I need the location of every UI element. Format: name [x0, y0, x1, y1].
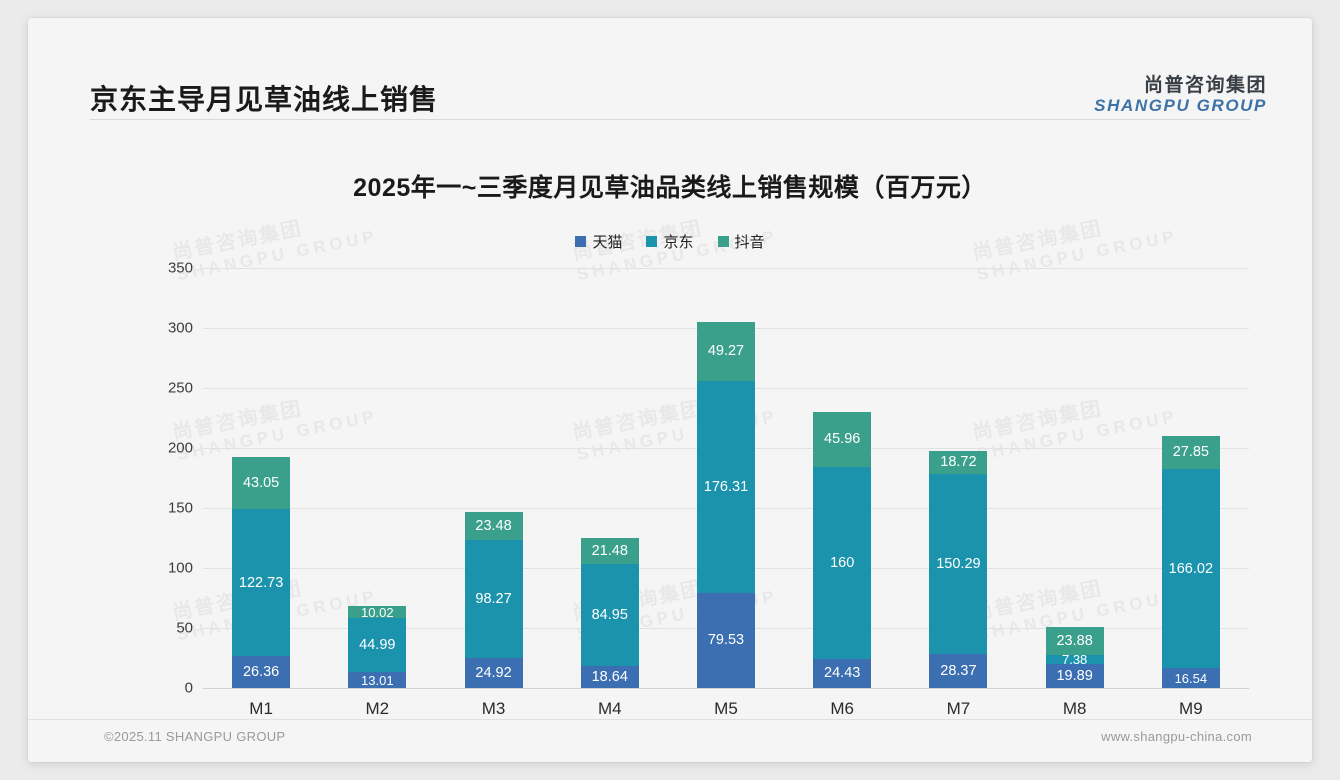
bar-segment-jd[interactable]: 98.27	[464, 540, 523, 659]
bar-column[interactable]: 23.88 7.38 19.89	[1020, 268, 1130, 688]
y-axis-tick-label: 350	[167, 259, 193, 277]
bar-segment-douyin[interactable]: 45.96	[813, 411, 872, 467]
legend-label: 京东	[663, 234, 694, 251]
x-axis-tick-label: M7	[946, 699, 971, 718]
gridline	[203, 268, 1249, 269]
legend-swatch-icon	[717, 236, 729, 247]
chart-title: 2025年一~三季度月见草油品类线上销售规模（百万元）	[353, 174, 987, 202]
page-title: 京东主导月见草油线上销售	[90, 84, 439, 115]
y-axis-tick-label: 100	[167, 559, 193, 577]
x-axis-tick-label: M6	[830, 699, 855, 718]
brand-logo-cn: 尚普咨询集团	[1143, 75, 1267, 96]
slide-header: 京东主导月见草油线上销售 尚普咨询集团 SHANGPU GROUP	[28, 18, 1312, 120]
bar-segment-jd[interactable]: 44.99	[348, 618, 407, 673]
x-axis-tick-label: M2	[365, 699, 390, 718]
bar-segment-douyin[interactable]: 18.72	[929, 451, 988, 474]
legend-item-douyin[interactable]: 抖音	[717, 231, 765, 252]
brand-logo-en: SHANGPU GROUP	[1094, 95, 1267, 115]
bar-stack: 45.96 160 24.43	[813, 411, 872, 688]
bar-segment-tmall[interactable]: 24.92	[464, 658, 523, 688]
chart-legend: 天猫 京东 抖音	[28, 231, 1312, 252]
gridline	[203, 688, 1249, 689]
footer-website: www.shangpu-china.com	[1101, 729, 1252, 744]
y-axis-tick-label: 250	[167, 379, 193, 397]
x-axis-tick-label: M9	[1179, 699, 1203, 718]
bar-column[interactable]: 27.85 166.02 16.54	[1136, 268, 1246, 688]
bar-segment-douyin[interactable]: 10.02	[348, 605, 407, 620]
bar-segment-tmall[interactable]: 24.43	[813, 658, 872, 688]
legend-swatch-icon	[646, 236, 658, 247]
bar-stack: 49.27 176.31 79.53	[696, 321, 755, 688]
footer-divider	[28, 719, 1312, 720]
bar-segment-tmall[interactable]: 79.53	[696, 592, 755, 688]
bar-stack: 43.05 122.73 26.36	[232, 457, 291, 688]
bar-segment-jd[interactable]: 166.02	[1161, 468, 1220, 669]
bar-segment-tmall[interactable]: 16.54	[1161, 668, 1220, 688]
bar-segment-jd[interactable]: 160	[813, 466, 872, 659]
bar-stack: 21.48 84.95 18.64	[580, 537, 639, 688]
bar-column[interactable]: 49.27 176.31 79.53	[671, 268, 781, 688]
y-axis-tick-label: 200	[167, 439, 193, 457]
legend-item-jd[interactable]: 京东	[646, 231, 694, 252]
bar-column[interactable]: 18.72 150.29 28.37	[903, 268, 1013, 688]
bar-column[interactable]: 10.02 44.99 13.01	[322, 268, 432, 688]
bar-stack: 27.85 166.02 16.54	[1161, 435, 1220, 688]
bar-column[interactable]: 45.96 160 24.43	[787, 268, 897, 688]
slide-canvas: 尚普咨询集团 SHANGPU GROUP 尚普咨询集团 SHANGPU GROU…	[28, 18, 1312, 762]
y-axis-tick-label: 300	[167, 319, 193, 337]
legend-item-tmall[interactable]: 天猫	[575, 231, 622, 252]
bar-column[interactable]: 23.48 98.27 24.92	[439, 268, 549, 688]
bar-segment-jd[interactable]: 84.95	[580, 563, 639, 666]
bar-segment-tmall[interactable]: 19.89	[1045, 664, 1104, 688]
legend-label: 抖音	[734, 234, 765, 251]
bar-column[interactable]: 21.48 84.95 18.64	[555, 268, 665, 688]
bar-stack: 23.88 7.38 19.89	[1045, 626, 1104, 688]
bar-segment-jd[interactable]: 176.31	[696, 381, 755, 593]
x-axis-tick-label: M5	[714, 699, 738, 718]
bar-segment-douyin[interactable]: 43.05	[232, 457, 291, 510]
bar-segment-douyin[interactable]: 27.85	[1161, 435, 1220, 469]
x-axis-tick-label: M3	[481, 699, 506, 718]
bar-segment-douyin[interactable]: 23.48	[464, 512, 523, 541]
brand-logo: 尚普咨询集团 SHANGPU GROUP	[1094, 76, 1267, 115]
bar-segment-douyin[interactable]: 21.48	[580, 537, 639, 564]
y-axis-tick-label: 50	[176, 619, 193, 637]
bar-column[interactable]: 43.05 122.73 26.36	[206, 268, 316, 688]
y-axis-tick-label: 150	[167, 499, 193, 517]
bar-segment-douyin[interactable]: 23.88	[1045, 626, 1104, 656]
bar-segment-tmall[interactable]: 28.37	[929, 653, 988, 688]
bar-stack: 10.02 44.99 13.01	[348, 605, 407, 688]
footer-copyright: ©2025.11 SHANGPU GROUP	[104, 729, 286, 744]
bar-stack: 18.72 150.29 28.37	[929, 451, 988, 688]
bar-segment-jd[interactable]: 122.73	[232, 509, 291, 657]
bar-segment-tmall[interactable]: 26.36	[232, 656, 291, 688]
bar-segment-tmall[interactable]: 13.01	[348, 672, 407, 688]
bar-segment-tmall[interactable]: 18.64	[580, 665, 639, 688]
bar-segment-jd[interactable]: 7.38	[1045, 652, 1104, 667]
bar-segment-douyin[interactable]: 49.27	[696, 321, 755, 382]
x-axis-tick-label: M4	[597, 699, 622, 718]
legend-label: 天猫	[592, 234, 623, 251]
x-axis-tick-label: M1	[249, 699, 273, 718]
bar-stack: 23.48 98.27 24.92	[464, 512, 523, 688]
chart-plot-area: 350 300 250 200 150 100 50 0 43.05 122.73 26.36 10…	[147, 260, 1255, 718]
bar-segment-jd[interactable]: 150.29	[929, 473, 988, 654]
x-axis-tick-label: M8	[1062, 699, 1087, 718]
chart-bars: 43.05 122.73 26.36 10.02 44.99 13.01 23.48 98.2…	[203, 268, 1249, 688]
chart-x-axis: M1 M2 M3 M4 M5 M6 M7 M8 M9	[203, 688, 1249, 728]
header-divider	[90, 119, 1250, 120]
y-axis-tick-label: 0	[184, 679, 193, 697]
legend-swatch-icon	[575, 236, 587, 247]
